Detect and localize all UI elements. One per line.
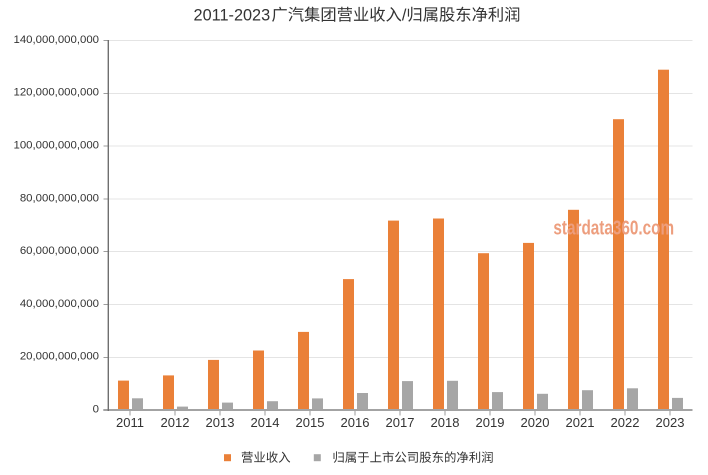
svg-text:2013: 2013 (206, 415, 235, 430)
svg-text:2012: 2012 (161, 415, 190, 430)
svg-text:stardata360.com: stardata360.com (553, 217, 674, 239)
svg-text:2011-2023: 2011-2023 (194, 6, 271, 24)
svg-text:140,000,000,000: 140,000,000,000 (13, 34, 99, 46)
svg-text:/: / (402, 6, 407, 24)
svg-text:2014: 2014 (251, 415, 280, 430)
svg-text:2011: 2011 (116, 415, 144, 430)
svg-text:2021: 2021 (566, 415, 595, 430)
svg-text:20,000,000,000: 20,000,000,000 (20, 351, 99, 363)
svg-text:2020: 2020 (521, 415, 550, 430)
svg-text:2022: 2022 (611, 415, 640, 430)
svg-text:2017: 2017 (386, 415, 415, 430)
svg-text:2019: 2019 (476, 415, 505, 430)
svg-text:60,000,000,000: 60,000,000,000 (20, 245, 99, 257)
svg-text:40,000,000,000: 40,000,000,000 (20, 298, 99, 310)
svg-text:2016: 2016 (341, 415, 370, 430)
svg-text:2018: 2018 (431, 415, 460, 430)
svg-text:120,000,000,000: 120,000,000,000 (13, 87, 99, 99)
svg-text:2023: 2023 (656, 415, 685, 430)
svg-text:0: 0 (93, 404, 99, 416)
svg-text:2015: 2015 (296, 415, 325, 430)
svg-text:80,000,000,000: 80,000,000,000 (20, 192, 99, 204)
svg-text:100,000,000,000: 100,000,000,000 (13, 140, 99, 152)
